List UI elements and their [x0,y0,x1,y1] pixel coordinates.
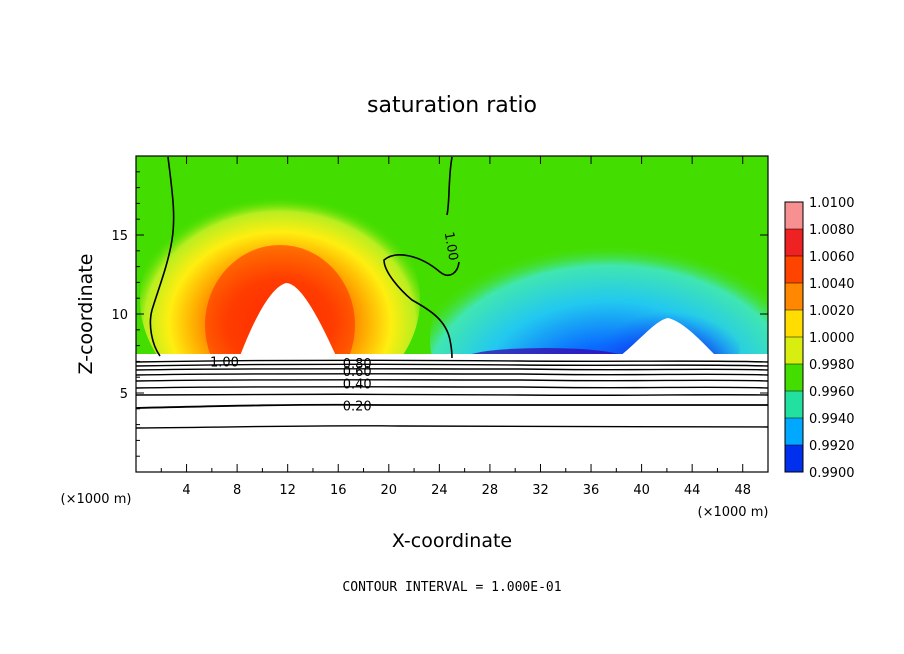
colorbar-segment [785,364,803,392]
y-tick-label: 10 [111,308,128,323]
colorbar-label: 1.0060 [809,250,855,265]
chart-title: saturation ratio [367,93,537,118]
colorbar-segment [785,391,803,419]
colorbar-segment [785,310,803,338]
colorbar-segment [785,229,803,257]
colorbar-segment [785,283,803,311]
x-tick-label: 24 [431,483,448,498]
x-tick-label: 8 [233,483,241,498]
x-tick-label: 32 [532,483,549,498]
x-tick-label: 16 [330,483,347,498]
colorbar-label: 1.0100 [809,196,855,211]
contour-label: 1.00 [441,231,461,262]
contour-labels: 1.00 1.00 0.800.600.40 0.20 [210,231,460,415]
contour-label: 0.40 [343,378,372,393]
contour-interval-note: CONTOUR INTERVAL = 1.000E-01 [342,580,561,595]
x-unit-left: (×1000 m) [61,492,132,507]
x-tick-label: 48 [734,483,751,498]
x-tick-label: 4 [182,483,190,498]
colorbar: 1.0100 1.0080 1.0060 1.0040 1.0020 1.0000 0.99… [784,196,855,481]
x-tick-label: 12 [279,483,296,498]
x-axis-label: X-coordinate [392,530,512,552]
y-axis-label: Z-coordinate [75,254,97,375]
x-ticks: 4 8 12 16 20 24 28 32 36 40 44 48 [160,156,751,498]
x-tick-label: 40 [633,483,650,498]
contour-label: 1.00 [210,355,239,370]
colorbar-label: 1.0040 [809,277,855,292]
colorbar-label: 1.0000 [809,331,855,346]
y-tick-label: 5 [120,387,128,402]
contour-label: 0.60 [343,365,372,380]
colorbar-label: 0.9960 [809,385,855,400]
colorbar-label: 0.9920 [809,439,855,454]
contour-label: 0.20 [343,400,372,415]
colorbar-segment [785,256,803,284]
colorbar-segment [785,418,803,446]
y-ticks: 5 10 15 [111,171,768,457]
x-tick-label: 20 [381,483,398,498]
colorbar-label: 1.0080 [809,223,855,238]
colorbar-label: 0.9980 [809,358,855,373]
colorbar-label: 0.9940 [809,412,855,427]
x-tick-label: 28 [482,483,499,498]
colorbar-segment [785,445,803,473]
lower-contours [135,359,769,429]
upper-contours [149,156,460,359]
y-tick-label: 15 [111,229,128,244]
contour-label: 0.80 [343,357,372,372]
colorbar-segment [785,202,803,230]
colorbar-label: 1.0020 [809,304,855,319]
colorbar-segment [785,337,803,365]
x-tick-label: 36 [583,483,600,498]
x-tick-label: 44 [684,483,701,498]
colorbar-label: 0.9900 [809,466,855,481]
x-unit-right: (×1000 m) [698,505,769,520]
heatmap-field [136,156,768,359]
